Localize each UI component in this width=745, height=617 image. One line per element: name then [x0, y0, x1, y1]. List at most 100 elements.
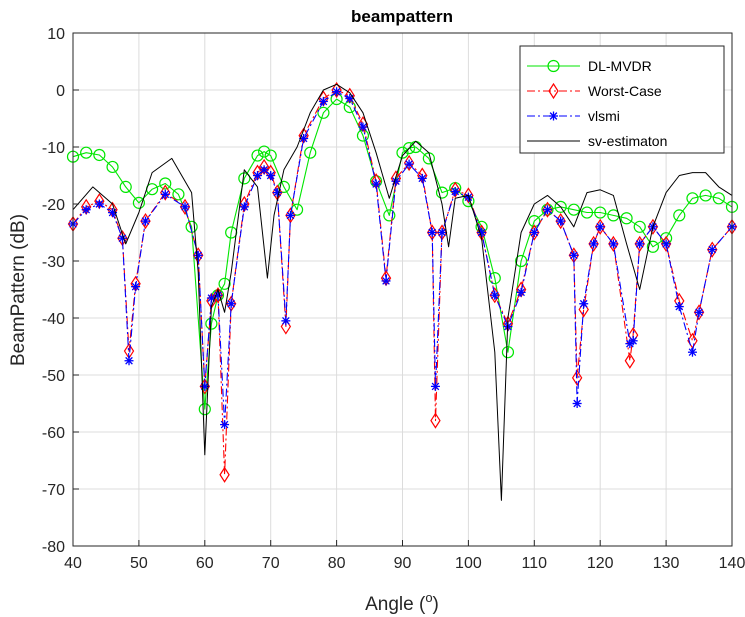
- legend-label: Worst-Case: [588, 83, 662, 99]
- data-point: [463, 192, 473, 202]
- y-tick-label: 0: [56, 83, 65, 100]
- data-point: [673, 209, 686, 222]
- data-point: [608, 239, 618, 249]
- data-point: [285, 210, 295, 220]
- legend-marker: [549, 111, 558, 121]
- data-point: [628, 336, 638, 346]
- legend-label: DL-MVDR: [588, 58, 652, 74]
- x-axis-label: Angle (o): [365, 590, 439, 615]
- data-point: [266, 171, 276, 180]
- y-tick-label: -50: [42, 368, 65, 385]
- data-point: [488, 272, 501, 285]
- data-point: [516, 287, 526, 297]
- data-point: [345, 94, 355, 104]
- y-tick-label: -20: [42, 197, 65, 214]
- data-point: [712, 192, 725, 205]
- data-point: [674, 302, 684, 312]
- data-point: [463, 187, 474, 204]
- data-point: [332, 87, 342, 97]
- data-point: [264, 149, 277, 162]
- data-point: [542, 205, 552, 215]
- legend-box: [519, 45, 725, 154]
- x-tick-label: 120: [587, 555, 614, 572]
- data-point: [94, 199, 104, 209]
- y-tick-label: -30: [42, 254, 65, 271]
- x-tick-label: 40: [64, 555, 82, 572]
- data-point: [371, 179, 381, 189]
- data-point: [694, 307, 704, 317]
- series-line: [72, 83, 733, 501]
- x-tick-label: 70: [262, 555, 280, 572]
- data-point: [304, 146, 317, 159]
- series-0: [66, 93, 739, 416]
- data-point: [686, 192, 699, 205]
- data-point: [239, 202, 249, 212]
- data-point: [501, 346, 515, 359]
- data-point: [281, 316, 291, 326]
- data-point: [427, 228, 437, 237]
- data-point: [595, 222, 605, 232]
- data-point: [124, 356, 134, 366]
- x-tick-label: 140: [719, 555, 745, 572]
- data-point: [646, 240, 660, 253]
- series-3: [72, 83, 733, 501]
- data-point: [251, 149, 264, 162]
- data-point: [253, 171, 263, 180]
- data-point: [106, 160, 119, 174]
- data-point: [396, 146, 409, 159]
- series-line: [72, 98, 733, 410]
- legend-item-2: vlsmi: [527, 108, 620, 124]
- series-layer: [66, 81, 739, 501]
- y-tick-label: -10: [42, 140, 65, 157]
- data-point: [220, 420, 230, 430]
- x-tick-label: 60: [196, 555, 214, 572]
- data-point: [567, 203, 580, 216]
- data-point: [317, 106, 330, 119]
- data-point: [272, 188, 282, 198]
- data-point: [358, 122, 368, 132]
- data-point: [172, 188, 185, 201]
- data-point: [541, 203, 554, 216]
- x-tick-label: 110: [522, 555, 548, 572]
- legend-label: vlsmi: [588, 108, 620, 124]
- data-point: [515, 254, 528, 268]
- data-point: [205, 317, 218, 330]
- legend-marker: [547, 59, 560, 73]
- legend: DL-MVDR Worst-Case vlsmi sv-estimaton: [519, 45, 725, 154]
- data-point: [404, 159, 414, 169]
- chart-title: beampattern: [351, 7, 453, 26]
- data-point: [554, 200, 567, 213]
- data-point: [383, 209, 396, 222]
- data-point: [417, 173, 427, 183]
- data-point: [318, 96, 328, 106]
- data-point: [450, 181, 461, 198]
- legend-item-1: Worst-Case: [527, 82, 662, 100]
- data-point: [132, 196, 145, 209]
- data-point: [218, 277, 231, 290]
- legend-item-3: sv-estimaton: [527, 133, 667, 149]
- data-point: [140, 216, 150, 226]
- y-tick-label: -60: [42, 425, 65, 442]
- data-point: [624, 352, 636, 369]
- data-point: [180, 202, 190, 212]
- data-point: [226, 299, 236, 309]
- data-point: [635, 239, 645, 249]
- x-tick-label: 100: [455, 555, 482, 572]
- x-tick-label: 50: [130, 555, 148, 572]
- data-point: [435, 186, 449, 199]
- data-point: [430, 381, 440, 391]
- data-point: [687, 347, 697, 357]
- y-tick-label: -80: [42, 539, 65, 556]
- data-point: [580, 206, 594, 219]
- data-point: [219, 466, 230, 483]
- tick-labels: 40 50 60 70 80 90 100 110 120 130 140100-10-20-30-…: [42, 26, 745, 572]
- data-point: [437, 228, 447, 237]
- data-point: [633, 220, 646, 233]
- x-tick-label: 130: [653, 555, 680, 572]
- x-axis-label-superscript: o: [425, 590, 432, 605]
- data-point: [93, 148, 106, 162]
- y-tick-label: 10: [47, 26, 65, 43]
- data-point: [571, 369, 583, 386]
- x-axis-label-main: Angle (: [365, 594, 426, 615]
